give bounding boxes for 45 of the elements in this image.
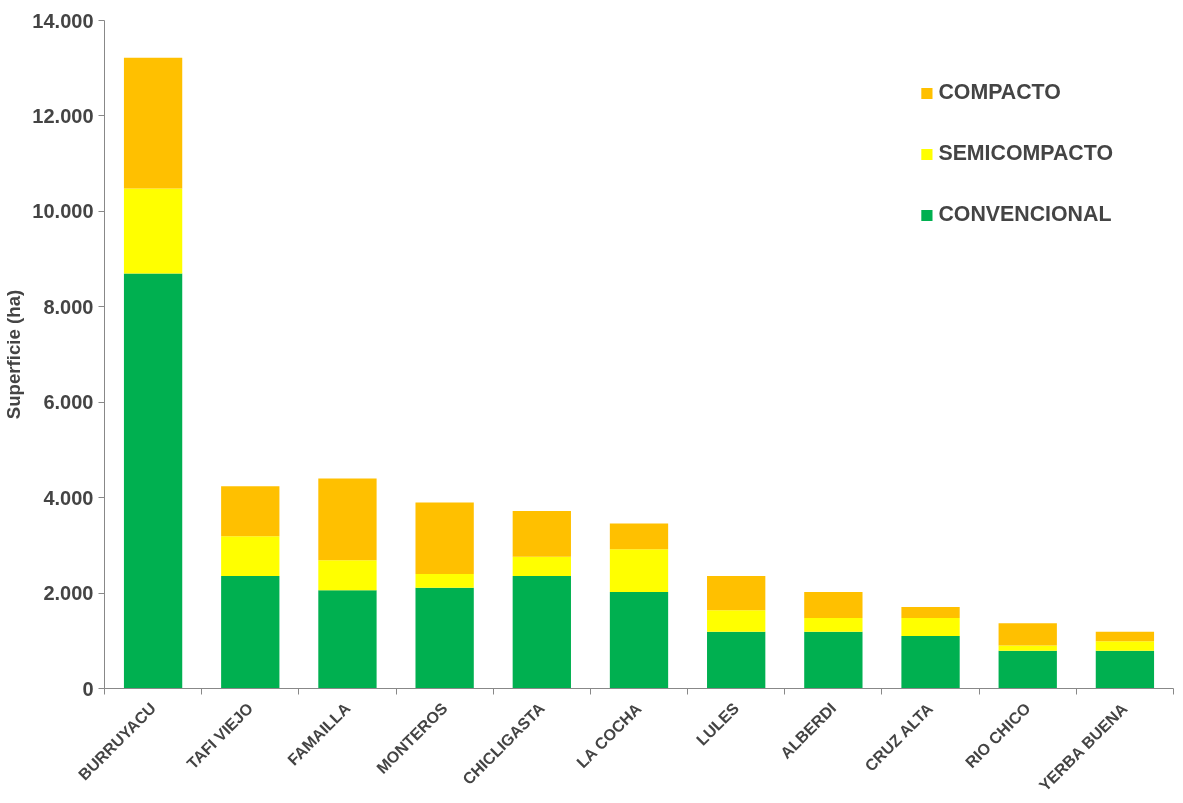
y-tick-label: 10.000 [32, 200, 94, 223]
y-tick-label: 6.000 [43, 391, 94, 414]
bar [998, 623, 1057, 646]
bar [318, 560, 377, 591]
bar [221, 486, 280, 537]
y-tick-label: 8.000 [43, 295, 94, 318]
bar [123, 188, 183, 274]
bar [707, 631, 766, 689]
bar [512, 511, 571, 557]
bar [804, 631, 863, 689]
bar [609, 592, 669, 689]
bar [221, 536, 280, 576]
bar [804, 617, 863, 632]
bar [901, 617, 960, 637]
bar [1095, 631, 1155, 642]
y-tick-label: 14.000 [32, 9, 94, 32]
bar [1095, 650, 1155, 689]
y-axis-title: Superficie (ha) [3, 289, 25, 420]
bar [901, 636, 960, 689]
bar [221, 575, 280, 689]
bar [318, 590, 377, 689]
bar [415, 573, 474, 588]
y-tick-label: 4.000 [43, 486, 94, 509]
y-tick-label: 12.000 [32, 104, 94, 127]
bar [804, 592, 863, 618]
bar [901, 606, 960, 618]
bar [415, 587, 474, 689]
bar [512, 575, 571, 689]
bar [415, 502, 474, 574]
bar [609, 549, 669, 593]
bar [123, 273, 183, 689]
y-tick-label: 0 [82, 677, 94, 700]
bar [609, 523, 669, 550]
legend-label: CONVENCIONAL [938, 202, 1112, 227]
y-tick-label: 2.000 [43, 582, 94, 605]
bar [998, 645, 1057, 651]
bar [512, 556, 571, 576]
bar [123, 57, 183, 189]
legend-label: SEMICOMPACTO [938, 141, 1113, 166]
bar [318, 478, 377, 561]
bar [707, 610, 766, 632]
bar [998, 650, 1057, 689]
bar [1095, 641, 1155, 651]
legend-label: COMPACTO [938, 80, 1061, 105]
bar [707, 575, 766, 611]
